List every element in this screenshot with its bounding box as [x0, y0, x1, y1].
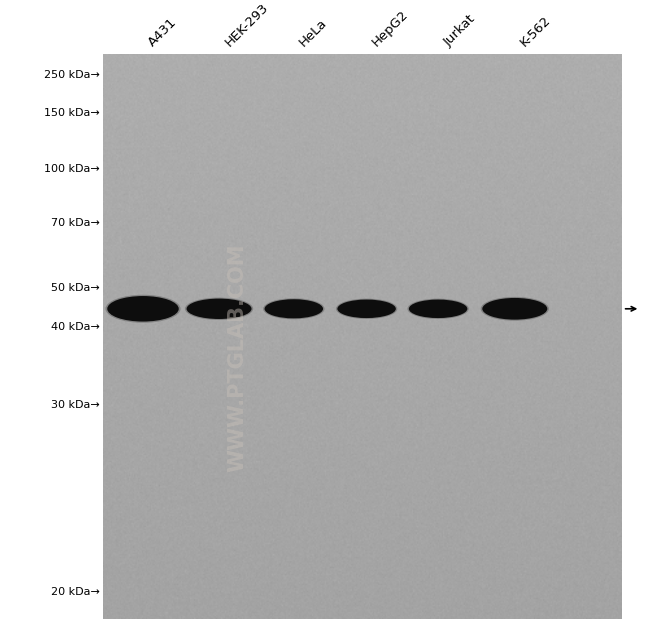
- Ellipse shape: [263, 299, 324, 319]
- Text: WWW.PTGLAB.COM: WWW.PTGLAB.COM: [227, 243, 247, 471]
- Text: 70 kDa→: 70 kDa→: [51, 218, 99, 228]
- Text: 50 kDa→: 50 kDa→: [51, 283, 99, 293]
- Ellipse shape: [187, 299, 252, 319]
- Text: 40 kDa→: 40 kDa→: [51, 322, 99, 332]
- Ellipse shape: [482, 298, 547, 320]
- Text: A431: A431: [146, 15, 180, 49]
- Ellipse shape: [107, 296, 179, 322]
- Ellipse shape: [105, 295, 181, 323]
- Text: 30 kDa→: 30 kDa→: [51, 400, 99, 410]
- Ellipse shape: [409, 300, 467, 318]
- Ellipse shape: [408, 299, 469, 319]
- Ellipse shape: [265, 299, 323, 318]
- Text: K-562: K-562: [518, 13, 554, 49]
- Ellipse shape: [337, 300, 396, 318]
- Text: Jurkat: Jurkat: [441, 13, 478, 49]
- Text: 20 kDa→: 20 kDa→: [51, 587, 99, 597]
- Text: 150 kDa→: 150 kDa→: [44, 108, 99, 118]
- Text: 250 kDa→: 250 kDa→: [44, 70, 99, 80]
- Ellipse shape: [336, 299, 397, 319]
- Text: HEK-293: HEK-293: [222, 1, 271, 49]
- Text: 100 kDa→: 100 kDa→: [44, 164, 99, 174]
- Text: HepG2: HepG2: [370, 8, 411, 49]
- Ellipse shape: [481, 297, 549, 321]
- Text: HeLa: HeLa: [297, 16, 330, 49]
- Ellipse shape: [185, 297, 254, 320]
